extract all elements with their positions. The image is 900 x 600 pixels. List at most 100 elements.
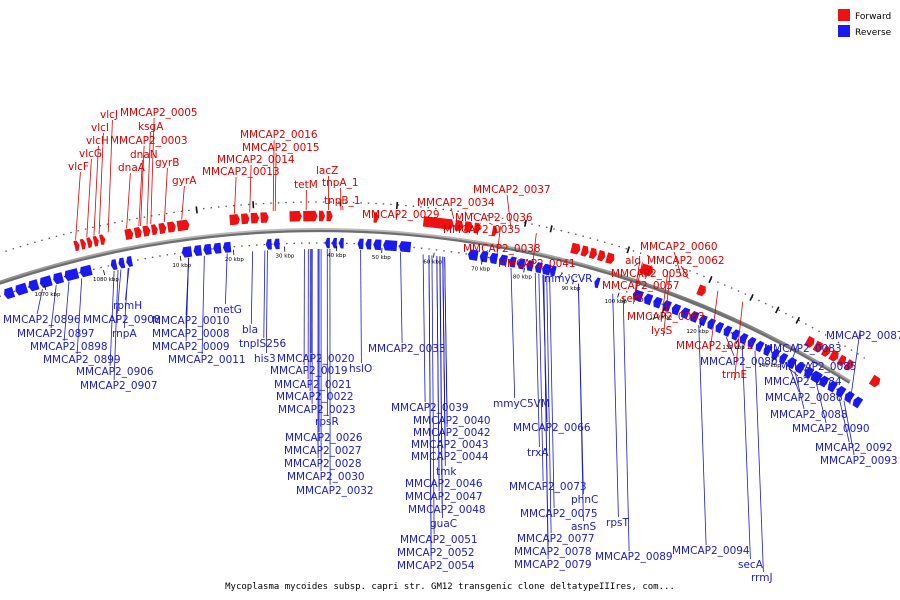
reverse-gene-arrow: [468, 249, 479, 261]
reverse-gene-arrow: [804, 366, 815, 379]
label-leader-line: [644, 265, 652, 280]
reverse-gene-label: metG: [213, 304, 242, 316]
reverse-gene-label: MMCAP2_0084: [764, 376, 842, 388]
feature-tick: [749, 294, 754, 302]
reverse-gene-arrow: [53, 272, 65, 285]
reverse-gene-label: MMCAP2_0021: [274, 379, 352, 391]
reverse-gene-label: mmyC5VM: [493, 398, 550, 410]
forward-gene-arrow: [124, 228, 134, 240]
label-leader-line: [266, 250, 268, 354]
forward-gene-arrow: [158, 222, 167, 234]
forward-gene-label: lacZ: [316, 165, 338, 177]
label-leader-line: [794, 371, 805, 410]
reverse-gene-arrow: [810, 370, 821, 383]
reverse-gene-arrow: [357, 238, 364, 250]
label-leader-line: [93, 145, 99, 236]
reverse-gene-arrow: [489, 252, 499, 265]
kbp-tick-label: 20 kbp: [225, 257, 244, 263]
forward-gene-label: MMCAP2_0037: [473, 184, 551, 196]
reverse-gene-arrow: [819, 375, 830, 388]
reverse-gene-arrow: [844, 391, 855, 404]
forward-gene-label: MMCAP2_0062: [647, 255, 725, 267]
forward-gene-arrow: [142, 225, 151, 237]
forward-gene-label: lysS: [651, 325, 673, 337]
reverse-gene-label: MMCAP2_0040: [413, 415, 491, 427]
forward-gene-arrow: [289, 211, 302, 222]
label-leader-line: [76, 278, 83, 355]
map-caption: Mycoplasma mycoides subsp. capri str. GM…: [225, 582, 675, 592]
reverse-gene-arrow: [852, 396, 864, 409]
label-leader-line: [272, 139, 275, 212]
label-leader-line: [428, 255, 432, 561]
label-leader-line: [75, 171, 81, 240]
reverse-gene-label: MMCAP2_0089: [595, 551, 673, 563]
reverse-gene-arrow: [324, 237, 330, 249]
reverse-gene-arrow: [383, 239, 398, 252]
forward-gene-label: MMCAP2_0016: [240, 129, 318, 141]
label-leader-line: [843, 400, 855, 456]
forward-gene-arrow: [639, 263, 653, 277]
forward-gene-arrow: [92, 235, 99, 247]
label-leader-line: [249, 164, 252, 213]
reverse-gene-label: MMCAP2_0085: [779, 361, 857, 373]
reverse-gene-label: MMCAP2_0908: [83, 314, 161, 326]
label-leader-line: [725, 336, 735, 357]
reverse-gene-label: MMCAP2_0080: [700, 356, 778, 368]
legend-reverse-label: Reverse: [855, 28, 892, 38]
reverse-gene-label: MMCAP2_0066: [513, 422, 591, 434]
reverse-gene-label: trxA: [527, 447, 549, 459]
label-leader-line: [577, 283, 584, 522]
reverse-gene-arrow: [110, 259, 118, 271]
reverse-gene-label: MMCAP2_0047: [405, 491, 483, 503]
reverse-gene-label: MMCAP2_0094: [672, 545, 750, 557]
feature-tick: [549, 225, 553, 233]
reverse-gene-label: MMCAP2_0042: [413, 427, 491, 439]
reverse-gene-label: rrmJ: [751, 572, 773, 584]
forward-gene-arrow: [570, 242, 581, 255]
forward-gene-arrow: [250, 212, 260, 224]
legend-forward-swatch: [838, 9, 850, 21]
reverse-gene-arrow: [193, 244, 203, 257]
forward-gene-arrow: [828, 349, 839, 362]
reverse-gene-label: MMCAP2_0079: [514, 559, 592, 571]
reverse-gene-label: MMCAP2_0087: [826, 330, 900, 342]
label-leader-line: [422, 254, 426, 403]
forward-gene-label: tnpA_1: [322, 177, 359, 189]
reverse-gene-label: MMCAP2_0048: [408, 504, 486, 516]
reverse-gene-label: phnC: [571, 494, 598, 506]
forward-gene-arrow: [166, 221, 176, 233]
label-leader-line: [680, 265, 689, 280]
forward-gene-arrow: [373, 212, 379, 223]
forward-gene-label: MMCAP2_0060: [640, 241, 718, 253]
kbp-tick-label: 90 kbp: [562, 286, 581, 292]
reverse-gene-arrow: [479, 251, 489, 263]
label-leader-line: [476, 222, 481, 236]
label-leader-line: [488, 222, 493, 226]
reverse-gene-label: MMCAP2_0022: [276, 391, 354, 403]
reverse-gene-arrow: [836, 385, 847, 398]
forward-gene-label: ksgA: [138, 121, 164, 133]
forward-gene-label: MMCAP2_0014: [217, 154, 295, 166]
label-leader-line: [274, 152, 277, 211]
reverse-gene-label: MMCAP2_0052: [397, 547, 475, 559]
label-leader-line: [741, 344, 751, 560]
reverse-gene-arrow: [747, 336, 757, 349]
forward-gene-arrow: [804, 335, 815, 348]
reverse-gene-arrow: [4, 286, 16, 300]
label-leader-line: [709, 290, 719, 352]
reverse-gene-label: secA: [738, 559, 764, 571]
label-leader-line: [201, 255, 205, 355]
label-leader-line: [86, 158, 92, 238]
reverse-gene-arrow: [126, 255, 134, 267]
reverse-gene-arrow: [203, 243, 212, 255]
reverse-gene-label: MMCAP2_0008: [152, 328, 230, 340]
kbp-tick-label: 40 kbp: [327, 253, 346, 259]
kbp-tick-label: 1080 kbp: [93, 277, 119, 283]
reverse-gene-arrow: [731, 329, 741, 341]
label-leader-line: [116, 269, 122, 315]
reverse-gene-label: rpsT: [606, 517, 629, 529]
kbp-tick-label: 70 kbp: [471, 266, 490, 272]
reverse-gene-label: MMCAP2_0092: [815, 442, 893, 454]
reverse-gene-label: rpsR: [315, 416, 339, 428]
